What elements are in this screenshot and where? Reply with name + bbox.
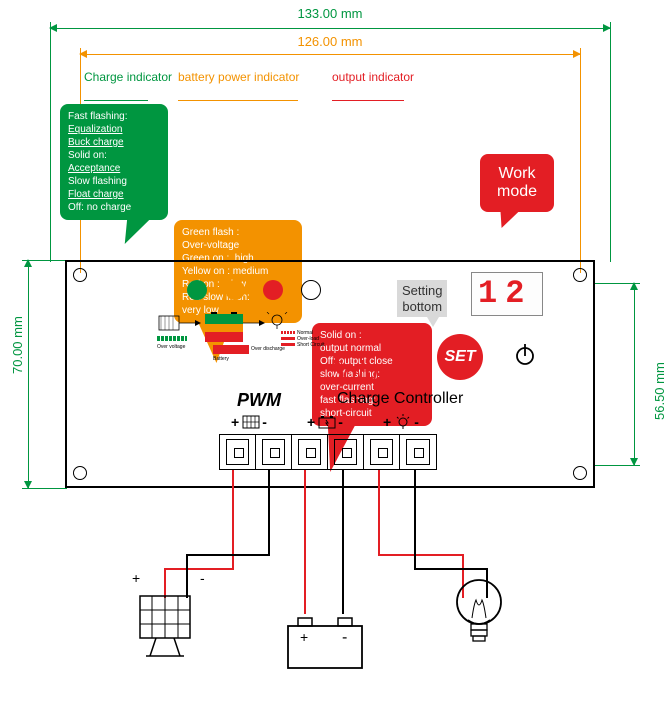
svg-text:+: + [300,629,308,645]
bulb-icon [444,574,514,660]
set-button[interactable]: SET [437,334,483,380]
mini-flow-diagram: Over voltage Over discharge Battery Norm… [157,312,337,362]
dim-outer-height: 70.00 mm [10,316,25,374]
display-value: 12 [478,275,532,312]
minus-label: - [200,570,205,586]
brand-text: Solar [329,356,390,388]
output-indicator-title: output indicator [332,70,414,84]
setting-bottom-label: Settingbottom [397,280,447,317]
charge-led [187,280,207,300]
load-port-label: +- [383,414,420,430]
model-text: PWM [237,390,281,411]
white-led [301,280,321,300]
subtitle-text: Charge Controller [337,390,463,408]
plus-label: + [132,570,140,586]
device-body: Settingbottom 12 Over voltage [65,260,595,488]
dim-inner-width: 126.00 mm [297,34,362,49]
dim-inner-height: 56.50 mm [652,362,664,420]
dim-outer-width: 133.00 mm [297,6,362,21]
battery-icon: + - [280,612,370,674]
work-mode-bubble: Workmode [480,154,554,212]
battery-port-label: +- [307,414,344,430]
charge-indicator-title: Charge indicator [84,70,172,84]
svg-text:-: - [342,629,347,646]
power-icon [513,342,537,370]
screw-hole [573,466,587,480]
solar-port-label: +- [231,414,268,430]
display-panel: 12 [471,272,543,316]
solar-panel-icon [130,590,200,666]
terminal-block [219,434,437,470]
battery-led [225,280,245,300]
screw-hole [73,268,87,282]
screw-hole [573,268,587,282]
screw-hole [73,466,87,480]
charge-callout: Fast flashing:EqualizationBuck charge So… [60,104,168,220]
battery-indicator-title: battery power indicator [178,70,299,84]
output-led [263,280,283,300]
